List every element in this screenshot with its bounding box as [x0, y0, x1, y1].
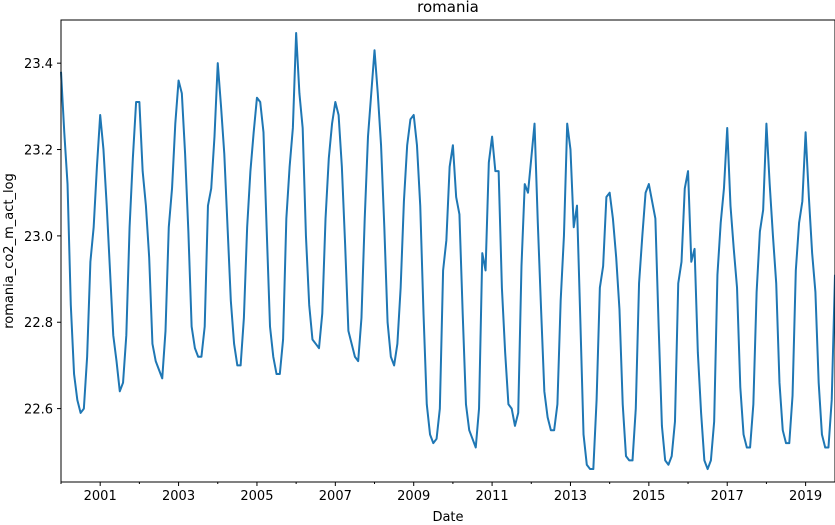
x-tick-label: 2001 [84, 489, 117, 504]
x-tick-label: 2019 [789, 489, 822, 504]
x-tick-label: 2007 [319, 489, 352, 504]
x-tick-label: 2015 [632, 489, 665, 504]
y-tick-label: 23.2 [24, 144, 53, 159]
y-tick-label: 23.0 [24, 230, 53, 245]
series-line [60, 31, 835, 471]
y-axis-title: romania_co2_m_act_log [2, 173, 17, 329]
y-tick-label: 23.4 [24, 57, 53, 72]
x-tick-label: 2005 [240, 489, 273, 504]
plot-frame [60, 19, 835, 483]
x-tick-label: 2013 [554, 489, 587, 504]
x-axis-title: Date [432, 510, 463, 525]
x-tick-label: 2017 [711, 489, 744, 504]
x-tick-label: 2011 [476, 489, 509, 504]
x-tick-label: 2009 [397, 489, 430, 504]
y-tick-label: 22.6 [24, 403, 53, 418]
y-tick-label: 22.8 [24, 316, 53, 331]
axis-ticks: 2001 2003 2005 2007 2009 2011 2013 2015 2017 2019… [24, 57, 822, 504]
x-tick-label: 2003 [162, 489, 195, 504]
chart-title: romania [417, 0, 479, 16]
